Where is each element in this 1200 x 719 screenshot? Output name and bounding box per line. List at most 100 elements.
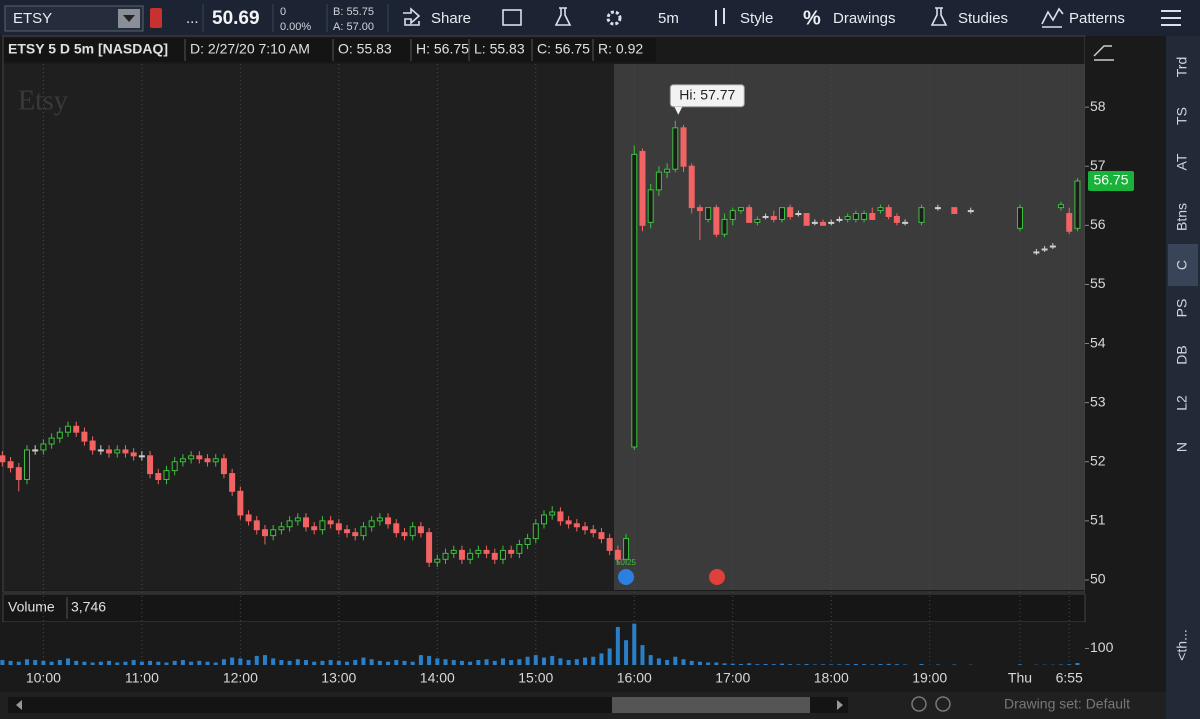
volume-bar bbox=[738, 664, 743, 665]
volume-bar bbox=[361, 657, 366, 665]
candle-body bbox=[32, 449, 39, 452]
side-tab[interactable]: DB bbox=[1174, 345, 1190, 364]
style-button[interactable]: Style bbox=[740, 10, 773, 27]
patterns-button[interactable]: Patterns bbox=[1069, 10, 1125, 27]
x-tick-label: 15:00 bbox=[518, 670, 553, 686]
toolbar bbox=[0, 0, 1200, 36]
alert-icon[interactable] bbox=[150, 8, 162, 28]
candle-body bbox=[516, 543, 523, 554]
candle-body bbox=[89, 440, 96, 451]
volume-bar bbox=[41, 660, 46, 665]
share-button[interactable]: Share bbox=[431, 10, 471, 27]
volume-bar bbox=[410, 661, 415, 665]
interval-button[interactable]: 5m bbox=[658, 10, 679, 27]
volume-bar bbox=[197, 660, 202, 665]
candle-body bbox=[434, 558, 441, 563]
candle-body bbox=[885, 207, 892, 217]
patterns-icon[interactable] bbox=[1041, 7, 1064, 28]
candle-body bbox=[606, 538, 613, 551]
x-tick-label: Thu bbox=[1008, 670, 1032, 686]
candle-body bbox=[467, 552, 474, 560]
studies-button[interactable]: Studies bbox=[958, 10, 1008, 27]
x-tick-label: 6:55 bbox=[1056, 670, 1083, 686]
volume-bar bbox=[550, 655, 555, 665]
volume-bar bbox=[164, 662, 169, 665]
volume-bar bbox=[287, 660, 292, 665]
side-tab[interactable]: L2 bbox=[1174, 395, 1190, 411]
gear-icon[interactable] bbox=[606, 10, 622, 26]
x-tick-label: 16:00 bbox=[617, 670, 652, 686]
volume-bar bbox=[386, 661, 391, 665]
side-tab[interactable]: AT bbox=[1174, 153, 1190, 170]
side-tab[interactable]: Trd bbox=[1174, 57, 1190, 77]
candle-body bbox=[655, 171, 662, 191]
y-tick-label: 57 bbox=[1090, 157, 1106, 173]
volume-bar bbox=[500, 658, 505, 665]
candle-body bbox=[261, 529, 268, 537]
drawing-set[interactable]: Drawing set: Default bbox=[1004, 696, 1130, 712]
volume-bar bbox=[591, 656, 596, 665]
scroll-thumb[interactable] bbox=[612, 697, 810, 713]
y-tick-label: 50 bbox=[1090, 571, 1106, 587]
flask-icon[interactable] bbox=[554, 7, 572, 26]
volume-bar bbox=[123, 661, 128, 665]
side-tab[interactable]: TS bbox=[1174, 107, 1190, 125]
side-tab[interactable]: <th... bbox=[1174, 629, 1190, 661]
candle-body bbox=[311, 526, 318, 531]
candle-body bbox=[803, 213, 810, 226]
volume-bar bbox=[320, 660, 325, 665]
candle-body bbox=[319, 520, 326, 531]
drawings-button[interactable]: Drawings bbox=[833, 10, 896, 27]
more[interactable]: ... bbox=[186, 10, 199, 27]
style-icon[interactable] bbox=[715, 8, 725, 26]
earnings-marker[interactable] bbox=[618, 569, 634, 585]
drawings-icon[interactable]: % bbox=[803, 7, 821, 29]
volume-bar bbox=[853, 664, 858, 665]
candle-body bbox=[229, 473, 236, 492]
side-tab[interactable]: PS bbox=[1174, 299, 1190, 318]
volume-bar bbox=[788, 664, 793, 665]
studies-icon[interactable] bbox=[930, 7, 948, 26]
candle-body bbox=[147, 455, 154, 475]
candle-body bbox=[155, 473, 162, 480]
x-tick-label: 14:00 bbox=[420, 670, 455, 686]
candle-body bbox=[713, 207, 720, 235]
candle-body bbox=[122, 449, 129, 454]
candle-body bbox=[754, 218, 761, 223]
volume-bar bbox=[271, 658, 276, 665]
bar-close: C: 56.75 bbox=[537, 41, 590, 57]
menu-icon[interactable] bbox=[1161, 10, 1181, 26]
volume-bar bbox=[886, 663, 891, 665]
side-tab[interactable]: N bbox=[1174, 442, 1190, 452]
volume-bar bbox=[139, 661, 144, 665]
candle-body bbox=[56, 431, 63, 439]
axis-icon[interactable] bbox=[1093, 45, 1114, 61]
volume-bar bbox=[681, 659, 686, 665]
candle-body bbox=[844, 215, 851, 220]
conference-marker[interactable] bbox=[709, 569, 725, 585]
volume-bar bbox=[484, 659, 489, 665]
regular-session-area bbox=[3, 64, 614, 590]
volume-bar bbox=[66, 658, 71, 665]
share-icon[interactable] bbox=[403, 7, 421, 26]
volume-bar bbox=[607, 648, 612, 665]
candle-body bbox=[97, 449, 104, 452]
zoom-in-icon[interactable] bbox=[911, 696, 927, 712]
candle-body bbox=[688, 165, 695, 209]
flexible-grid-icon[interactable] bbox=[502, 9, 522, 26]
candle-body bbox=[48, 437, 55, 445]
x-tick-label: 11:00 bbox=[125, 670, 159, 686]
candle-body bbox=[237, 490, 244, 516]
candle-body bbox=[664, 168, 671, 173]
zoom-out-icon[interactable] bbox=[935, 696, 951, 712]
candle-body bbox=[106, 449, 113, 454]
candle-body bbox=[861, 213, 868, 220]
candle-body bbox=[368, 520, 375, 528]
candle-body bbox=[680, 127, 687, 167]
symbol[interactable]: ETSY bbox=[13, 10, 52, 27]
side-tab[interactable]: C bbox=[1174, 260, 1190, 270]
extended-session-area bbox=[614, 64, 1085, 590]
volume-bar bbox=[566, 660, 571, 665]
side-tab[interactable]: Btns bbox=[1174, 203, 1190, 231]
candle-body bbox=[869, 213, 876, 220]
